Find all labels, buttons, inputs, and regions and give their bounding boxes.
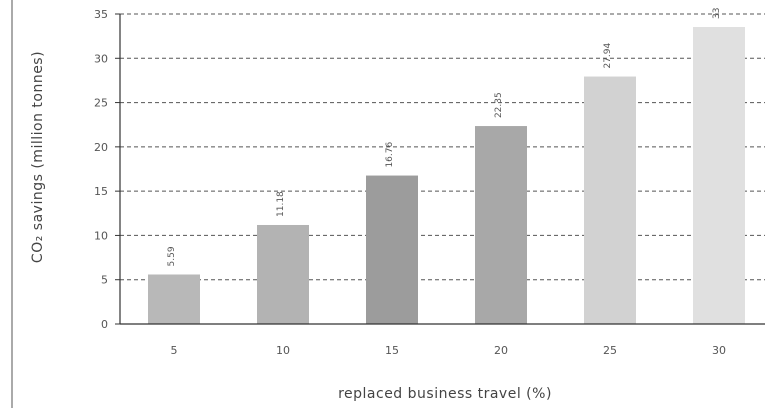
bar xyxy=(693,27,745,325)
x-tick-label: 30 xyxy=(712,344,726,357)
gridlines xyxy=(120,13,765,281)
data-label: 33 xyxy=(712,8,722,19)
bar xyxy=(475,126,527,325)
y-tick-label: 30 xyxy=(94,52,108,65)
data-label: 22.35 xyxy=(494,92,504,118)
y-axis-title: CO₂ savings (million tonnes) xyxy=(30,51,46,263)
x-axis-ticks: 5 10 15 20 25 30 xyxy=(171,344,727,357)
x-tick-label: 25 xyxy=(603,344,617,357)
y-tick-label: 25 xyxy=(94,97,108,110)
data-label: 11.18 xyxy=(276,191,286,217)
data-label: 27.94 xyxy=(603,42,613,68)
bar xyxy=(584,76,636,324)
x-tick-label: 20 xyxy=(494,344,508,357)
y-tick-label: 10 xyxy=(94,229,108,242)
x-tick-label: 5 xyxy=(171,344,178,357)
y-tick-label: 20 xyxy=(94,141,108,154)
x-tick-label: 15 xyxy=(385,344,399,357)
y-tick-label: 35 xyxy=(94,8,108,21)
y-tick-label: 0 xyxy=(101,318,108,331)
data-label: 5.59 xyxy=(167,246,177,266)
bar xyxy=(148,274,200,324)
data-labels: 5.59 11.18 16.76 22.35 27.94 33 xyxy=(167,8,722,267)
x-tick-label: 10 xyxy=(276,344,290,357)
y-axis-ticks: 0 5 10 15 20 25 30 35 xyxy=(94,8,120,331)
bars xyxy=(148,27,745,325)
data-label: 16.76 xyxy=(385,142,395,168)
bar xyxy=(257,224,309,324)
y-tick-label: 15 xyxy=(94,185,108,198)
x-axis-title: replaced business travel (%) xyxy=(338,386,552,402)
y-tick-label: 5 xyxy=(101,274,108,287)
bar xyxy=(366,175,418,324)
